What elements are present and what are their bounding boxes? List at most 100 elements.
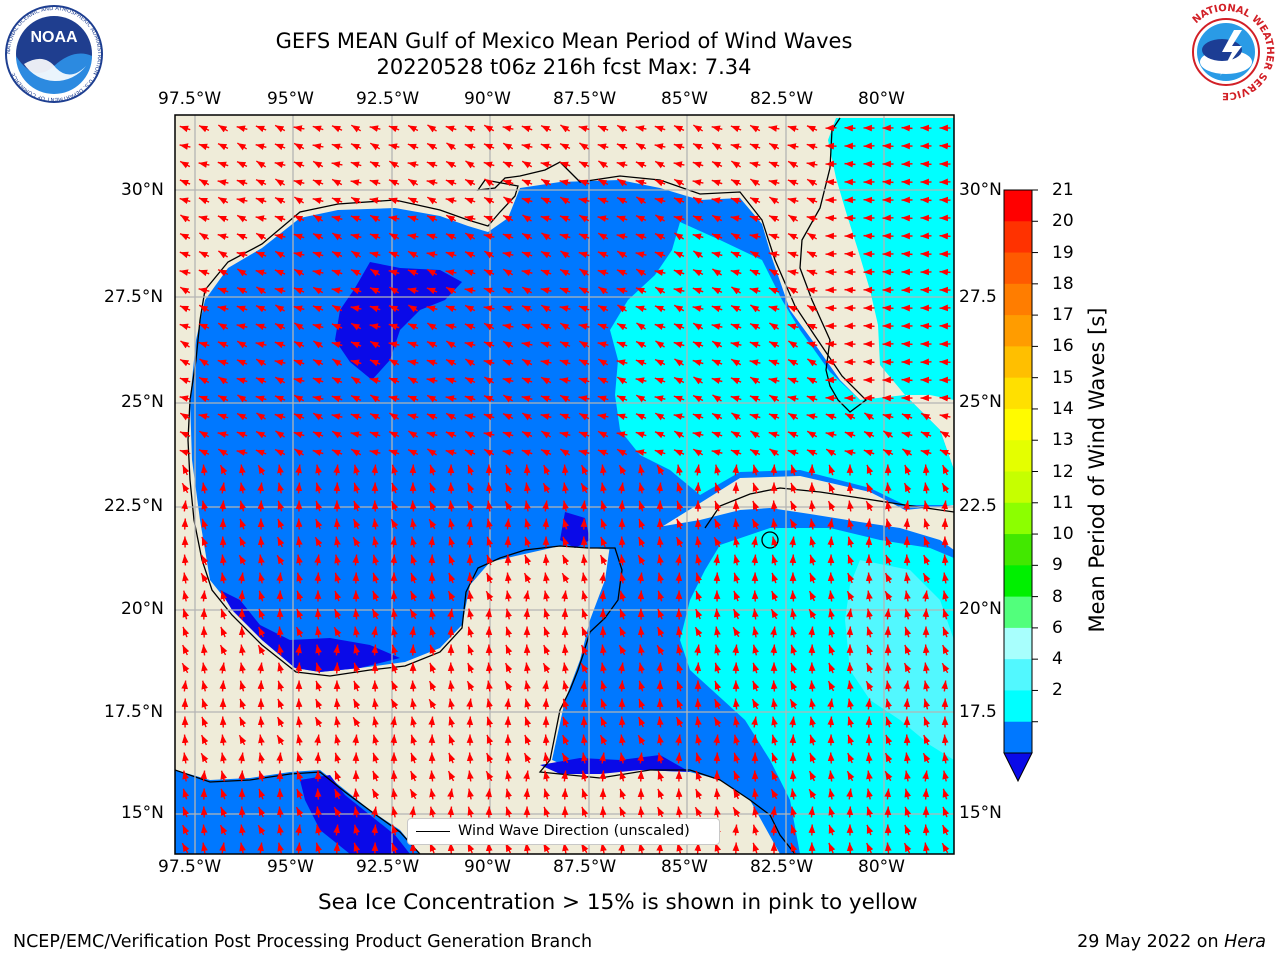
wind-wave-arrow	[198, 449, 210, 457]
wind-wave-arrow	[331, 341, 343, 348]
colorbar-tick-label: 13	[1052, 430, 1074, 451]
wind-wave-arrow	[654, 197, 666, 204]
wind-wave-arrow	[391, 482, 399, 494]
wind-wave-arrow	[295, 662, 303, 674]
wind-wave-arrow	[274, 287, 286, 294]
colorbar-segment	[1004, 315, 1032, 347]
wind-wave-arrow	[464, 449, 476, 457]
wind-wave-arrow	[407, 448, 419, 457]
wind-wave-arrow	[445, 395, 457, 402]
noaa-logo: NOAA NATIONAL OCEANIC AND ATMOSPHERIC AD…	[5, 5, 103, 103]
wind-wave-arrow	[483, 448, 495, 457]
wind-wave-arrow	[673, 413, 685, 420]
wind-wave-arrow	[502, 305, 514, 313]
wind-wave-arrow	[616, 376, 628, 385]
wind-wave-arrow	[502, 287, 514, 295]
map-grid	[175, 115, 954, 854]
wind-wave-arrow	[502, 449, 514, 456]
colorbar-segment	[1004, 596, 1032, 629]
wind-wave-arrow	[788, 340, 798, 349]
wind-wave-arrow	[597, 358, 609, 367]
wind-wave-arrow	[562, 482, 569, 494]
wind-wave-arrow	[749, 178, 761, 187]
wind-wave-arrow	[483, 233, 495, 240]
wind-wave-arrow	[445, 179, 457, 187]
wind-wave-arrow	[692, 215, 704, 223]
wind-wave-arrow	[255, 323, 267, 331]
wind-wave-arrow	[315, 482, 323, 494]
wind-wave-arrow	[711, 233, 723, 241]
colorbar-tick-label: 17	[1052, 305, 1074, 326]
wind-wave-arrow	[217, 431, 229, 438]
footer-host: Hera	[1224, 932, 1266, 952]
wind-wave-arrow	[429, 464, 437, 476]
wind-wave-arrow	[789, 554, 797, 566]
wind-wave-arrow	[198, 125, 210, 133]
wind-wave-arrow	[692, 233, 704, 240]
colorbar-segment	[1004, 440, 1032, 472]
wind-wave-arrow	[483, 413, 495, 421]
wind-wave-arrow	[274, 143, 286, 151]
wind-wave-arrow	[312, 323, 324, 330]
wind-wave-arrow	[369, 161, 381, 169]
wind-wave-arrow	[179, 179, 191, 187]
wind-wave-arrow	[751, 590, 759, 602]
wind-wave-arrow	[559, 448, 571, 457]
wind-wave-arrow	[198, 304, 210, 313]
wind-wave-arrow	[787, 125, 799, 133]
wind-wave-arrow	[673, 287, 685, 294]
wind-wave-arrow	[749, 124, 761, 133]
wind-wave-arrow	[464, 413, 476, 420]
wind-wave-arrow	[277, 500, 285, 512]
wind-wave-arrow	[844, 160, 856, 168]
wind-wave-arrow	[312, 286, 324, 295]
wind-wave-arrow	[274, 197, 286, 205]
wind-wave-arrow	[751, 734, 759, 746]
wind-wave-arrow	[293, 125, 305, 132]
wind-wave-arrow	[713, 788, 721, 800]
wind-wave-arrow	[255, 269, 267, 276]
wind-wave-arrow	[901, 214, 913, 222]
wind-wave-arrow	[750, 304, 760, 313]
wind-wave-arrow	[502, 359, 514, 367]
wind-wave-arrow	[730, 377, 742, 385]
wind-wave-arrow	[331, 161, 343, 168]
wind-wave-arrow	[768, 431, 780, 439]
wind-wave-arrow	[559, 431, 571, 438]
wind-wave-arrow	[711, 359, 723, 367]
wind-wave-arrow	[559, 161, 571, 169]
wind-wave-arrow	[654, 286, 666, 295]
wind-wave-arrow	[236, 197, 248, 204]
wind-wave-arrow	[274, 124, 286, 133]
wind-wave-arrow	[673, 125, 685, 133]
wind-wave-arrow	[333, 482, 341, 494]
lon-tick-top: 95°W	[267, 89, 314, 109]
wind-wave-arrow	[331, 376, 343, 385]
lon-tick-bottom: 87.5°W	[553, 857, 617, 877]
wind-wave-arrow	[483, 287, 495, 295]
wind-wave-arrow	[521, 160, 533, 169]
wind-wave-arrow	[255, 377, 267, 385]
wind-wave-arrow	[467, 482, 475, 494]
wind-wave-arrow	[923, 482, 930, 494]
wind-wave-arrow	[578, 431, 590, 439]
wind-wave-arrow	[654, 251, 666, 259]
colorbar-segment	[1004, 565, 1032, 598]
wind-wave-arrow	[293, 215, 305, 223]
lon-tick-bottom: 92.5°W	[356, 857, 420, 877]
wind-wave-arrow	[274, 215, 286, 223]
wind-wave-arrow	[866, 482, 874, 494]
wind-wave-arrow	[464, 323, 476, 331]
wind-wave-arrow	[540, 124, 552, 133]
wind-wave-arrow	[599, 806, 607, 818]
wind-wave-arrow	[618, 716, 626, 728]
wind-wave-arrow	[597, 341, 609, 348]
wind-wave-arrow	[350, 394, 362, 403]
wind-wave-arrow	[749, 215, 761, 223]
wind-wave-arrow	[236, 179, 248, 187]
wind-wave-arrow	[673, 215, 685, 222]
wind-wave-arrow	[350, 431, 362, 438]
wind-wave-arrow	[179, 431, 191, 439]
wind-wave-arrow	[922, 788, 930, 800]
wind-wave-arrow	[540, 449, 552, 457]
